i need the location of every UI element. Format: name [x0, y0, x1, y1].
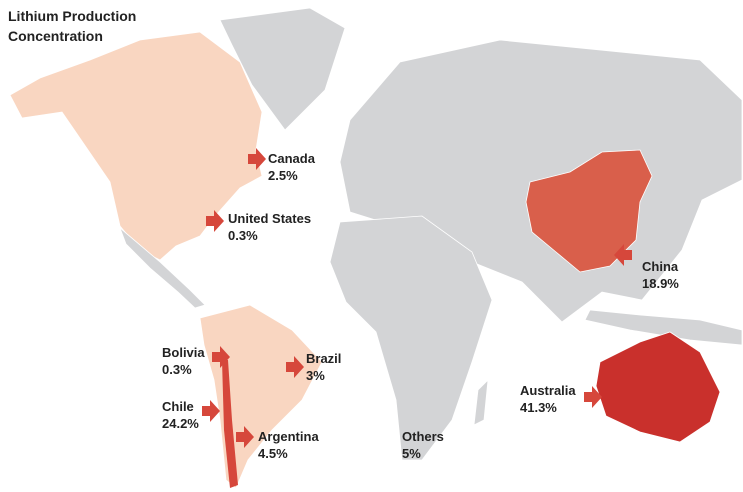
- country-share: 0.3%: [162, 362, 192, 377]
- country-name: Argentina: [258, 429, 319, 444]
- country-label: Australia 41.3%: [520, 382, 576, 416]
- arrow: [248, 148, 266, 170]
- indonesia: [584, 309, 743, 346]
- country-label: Argentina 4.5%: [258, 428, 319, 462]
- country-name: United States: [228, 211, 312, 226]
- country-share: 24.2%: [162, 416, 199, 431]
- country-name: Chile: [162, 399, 194, 414]
- greenland: [219, 7, 346, 131]
- arrow: [614, 244, 632, 266]
- country-label: Bolivia 0.3%: [162, 344, 205, 378]
- arrow: [584, 386, 602, 408]
- country-label: Canada 2.5%: [268, 150, 315, 184]
- country-name: Canada: [268, 151, 315, 166]
- country-share: 2.5%: [268, 168, 298, 183]
- country-label: Brazil 3%: [306, 350, 341, 384]
- africa: [329, 215, 493, 461]
- country-name: Australia: [520, 383, 576, 398]
- arrow: [202, 400, 220, 422]
- australia: [595, 331, 721, 443]
- central-america: [119, 226, 206, 309]
- arrows: [202, 148, 632, 448]
- country-name: China: [642, 259, 679, 274]
- tasmania: [672, 426, 684, 440]
- arrow: [286, 356, 304, 378]
- country-share: 3%: [306, 368, 325, 383]
- chile: [222, 360, 238, 488]
- country-label: Others 5%: [402, 428, 444, 462]
- country-name: Bolivia: [162, 345, 205, 360]
- country-name: Brazil: [306, 351, 342, 366]
- country-share: 41.3%: [520, 400, 557, 415]
- country-label: United States 0.3%: [228, 210, 311, 244]
- country-share: 18.9%: [642, 276, 679, 291]
- country-share: 5%: [402, 446, 421, 461]
- arrow: [206, 210, 224, 232]
- country-name: Others: [402, 429, 444, 444]
- north-america: [9, 31, 263, 261]
- country-share: 4.5%: [258, 446, 288, 461]
- country-label: Chile 24.2%: [162, 398, 199, 432]
- country-share: 0.3%: [228, 228, 258, 243]
- arrow: [212, 346, 230, 368]
- madagascar: [473, 378, 489, 426]
- arrow: [236, 426, 254, 448]
- map-title: Lithium Production Concentration: [8, 8, 137, 44]
- country-label: China 18.9%: [642, 258, 679, 292]
- china: [525, 149, 653, 273]
